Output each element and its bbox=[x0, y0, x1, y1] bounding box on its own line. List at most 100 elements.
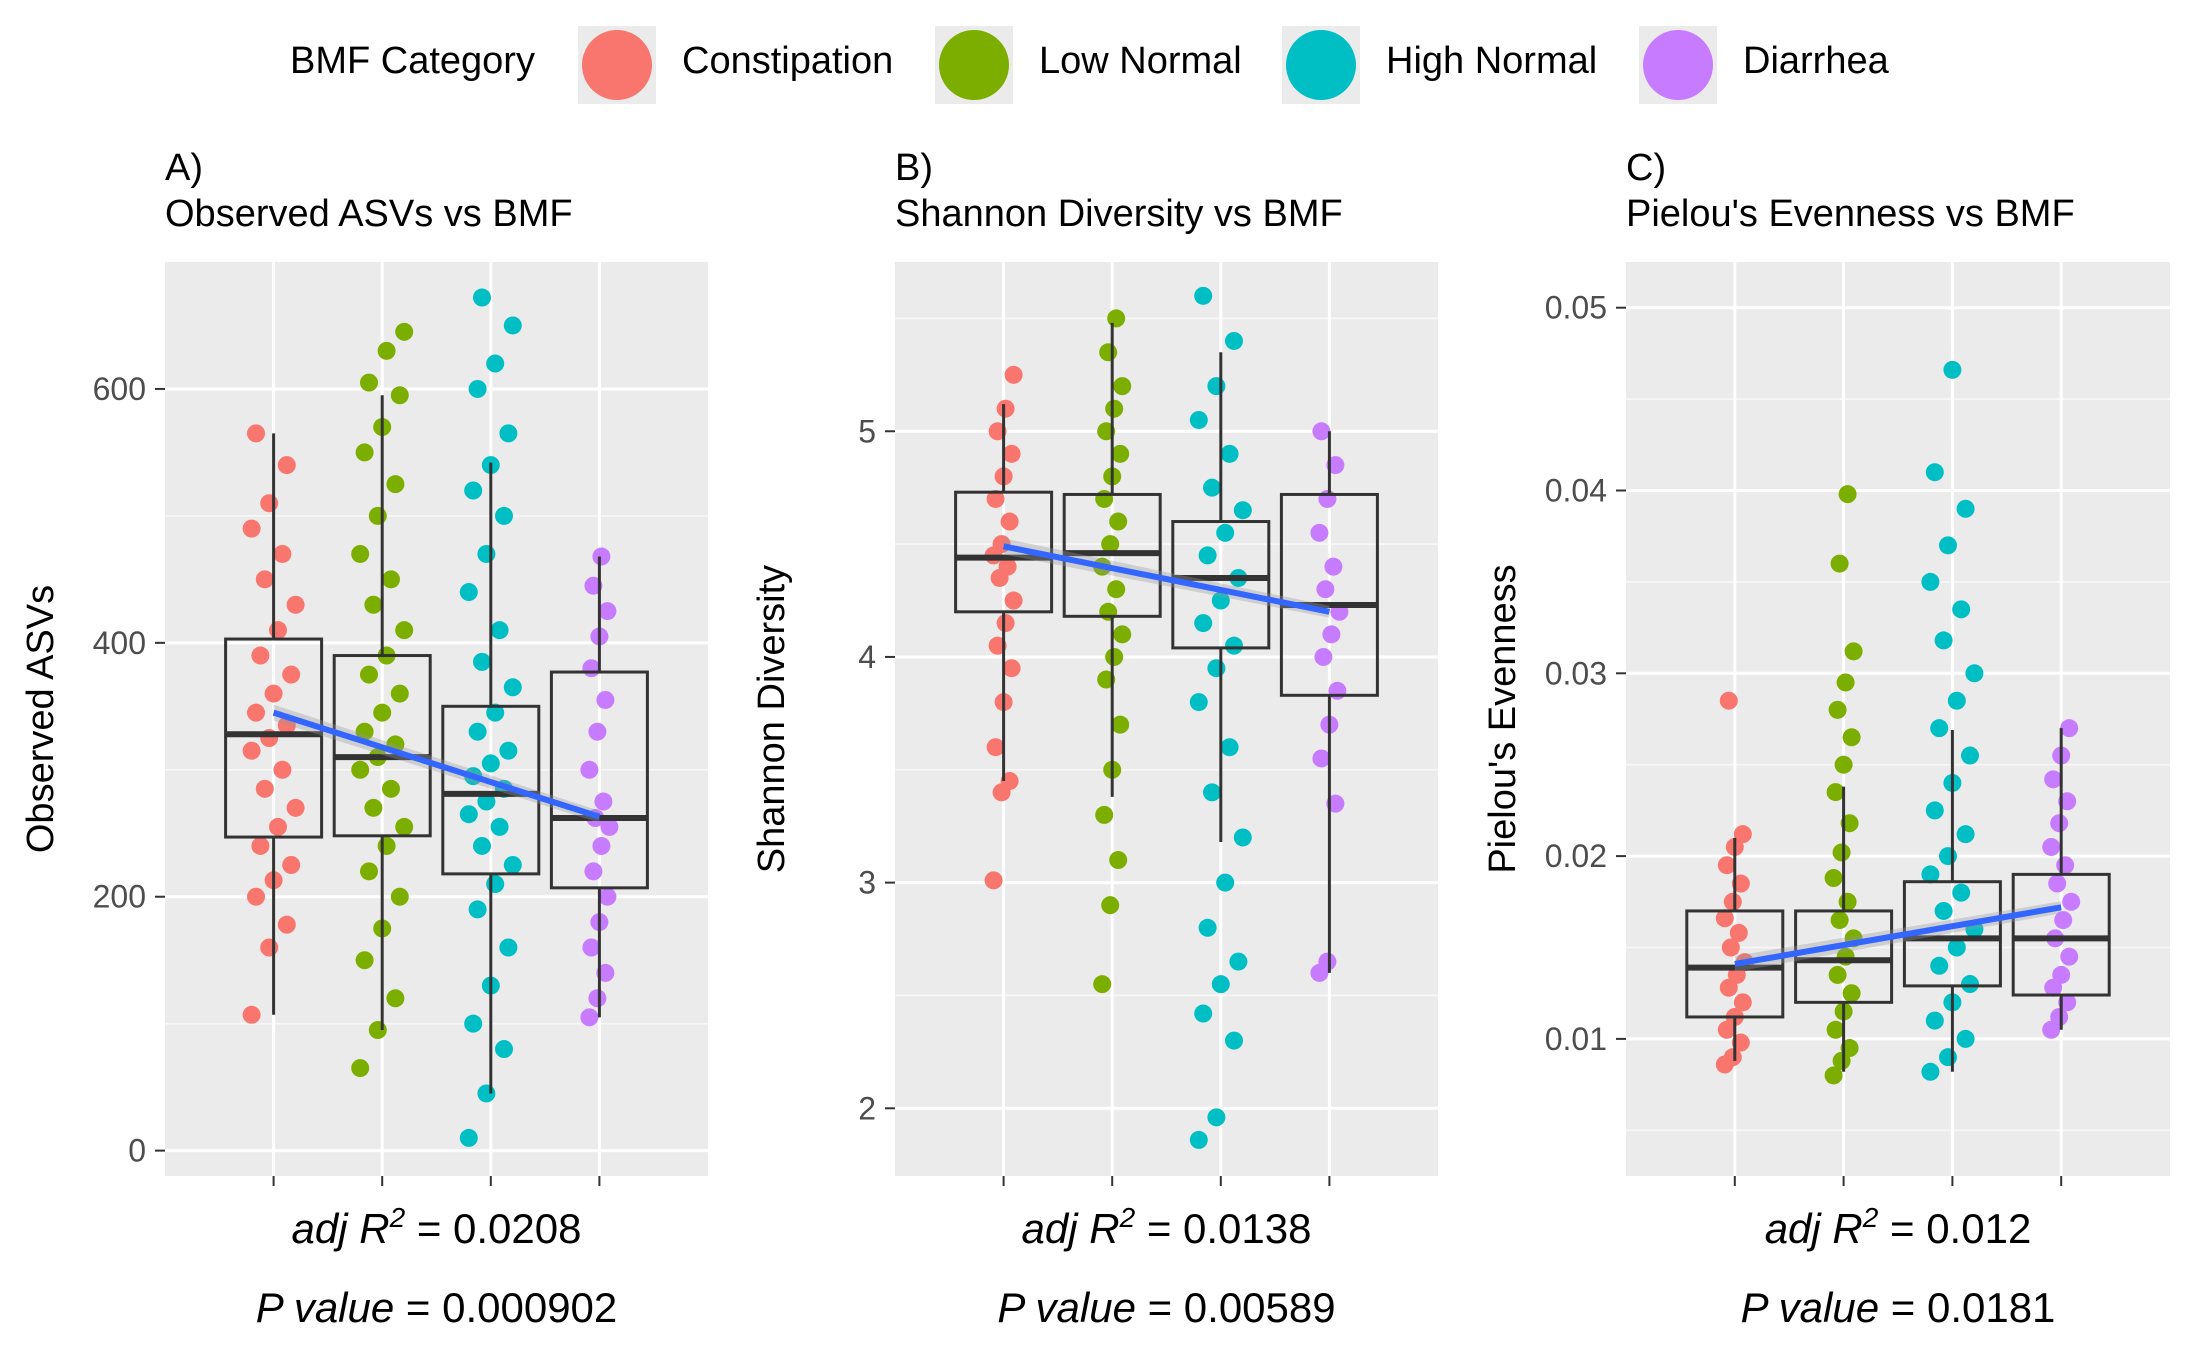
data-point bbox=[1828, 700, 1847, 719]
box bbox=[1171, 520, 1271, 650]
data-point bbox=[260, 494, 279, 513]
data-point bbox=[1189, 693, 1208, 712]
data-point bbox=[1099, 602, 1118, 621]
box bbox=[1685, 909, 1785, 1019]
data-point bbox=[1925, 801, 1944, 820]
y-tick-label: 0.03 bbox=[1545, 655, 1607, 691]
data-point bbox=[996, 399, 1015, 418]
legend-key-diarrhea bbox=[1639, 26, 1717, 104]
data-point bbox=[1322, 625, 1341, 644]
data-point bbox=[1229, 952, 1248, 971]
data-point bbox=[390, 887, 409, 906]
data-point bbox=[1826, 783, 1845, 802]
legend-key-constipation bbox=[578, 26, 656, 104]
data-point bbox=[459, 805, 478, 824]
data-point bbox=[1328, 681, 1347, 700]
data-point bbox=[282, 665, 301, 684]
data-point bbox=[382, 570, 400, 589]
data-point bbox=[1225, 636, 1243, 655]
data-point bbox=[1220, 444, 1239, 463]
data-point bbox=[1002, 659, 1021, 678]
data-point bbox=[286, 595, 305, 614]
y-tick-label: 600 bbox=[93, 371, 146, 407]
panel-tag: A) bbox=[165, 147, 203, 189]
data-point bbox=[1832, 843, 1851, 862]
data-point bbox=[1211, 975, 1230, 994]
panel-background bbox=[1626, 262, 2170, 1176]
data-point bbox=[598, 602, 617, 621]
legend-label-low-normal: Low Normal bbox=[1039, 40, 1242, 82]
data-point bbox=[1318, 489, 1337, 508]
data-point bbox=[242, 519, 261, 538]
panel-tag: B) bbox=[895, 147, 933, 189]
y-tick-label: 200 bbox=[93, 879, 146, 915]
data-point bbox=[355, 951, 374, 970]
data-point bbox=[1111, 444, 1130, 463]
data-point bbox=[1203, 783, 1221, 802]
data-point bbox=[473, 652, 491, 671]
p-value-caption: P value = 0.00589 bbox=[997, 1284, 1335, 1331]
data-point bbox=[1838, 485, 1857, 504]
data-point bbox=[986, 489, 1005, 508]
data-point bbox=[1925, 463, 1944, 482]
data-point bbox=[1194, 286, 1213, 305]
box bbox=[954, 490, 1054, 614]
box bbox=[332, 654, 432, 838]
data-point bbox=[355, 722, 374, 741]
data-point bbox=[1312, 749, 1331, 768]
y-tick-label: 0.01 bbox=[1545, 1021, 1607, 1057]
legend-label-diarrhea: Diarrhea bbox=[1743, 40, 1889, 82]
data-point bbox=[2044, 978, 2063, 997]
data-point bbox=[351, 760, 370, 779]
data-point bbox=[395, 621, 414, 640]
box bbox=[549, 670, 649, 890]
data-point bbox=[1836, 673, 1855, 692]
data-point bbox=[1939, 1048, 1957, 1067]
data-point bbox=[486, 354, 505, 373]
data-point bbox=[1832, 1051, 1851, 1070]
data-point bbox=[598, 887, 617, 906]
y-tick-label: 0.05 bbox=[1545, 290, 1607, 326]
data-point bbox=[368, 1021, 387, 1040]
data-point bbox=[996, 614, 1015, 633]
data-point bbox=[1943, 360, 1962, 379]
y-axis-label: Observed ASVs bbox=[20, 585, 62, 853]
data-point bbox=[1216, 523, 1235, 542]
data-point bbox=[1828, 965, 1847, 984]
data-point bbox=[273, 544, 292, 563]
data-point bbox=[464, 1014, 483, 1033]
data-point bbox=[386, 475, 405, 494]
data-point bbox=[355, 443, 374, 462]
legend-dot-constipation bbox=[582, 30, 652, 100]
adj-r2-caption: adj R2 = 0.0208 bbox=[292, 1202, 582, 1252]
data-point bbox=[1000, 512, 1019, 531]
data-point bbox=[277, 456, 296, 475]
box bbox=[1794, 909, 1894, 1004]
data-point bbox=[594, 792, 613, 811]
data-point bbox=[1198, 546, 1217, 565]
data-point bbox=[368, 506, 387, 525]
data-point bbox=[468, 722, 487, 741]
data-point bbox=[1194, 614, 1213, 633]
trend-line bbox=[1003, 543, 1330, 615]
panel-background bbox=[165, 262, 708, 1176]
data-point bbox=[1719, 978, 1738, 997]
data-point bbox=[1733, 993, 1752, 1012]
data-point bbox=[377, 836, 396, 855]
data-point bbox=[1004, 591, 1023, 610]
data-point bbox=[473, 836, 491, 855]
data-point bbox=[468, 900, 487, 919]
p-value-caption: P value = 0.000902 bbox=[256, 1284, 618, 1331]
p-value-caption: P value = 0.0181 bbox=[1741, 1284, 2056, 1331]
data-point bbox=[1729, 923, 1748, 942]
data-point bbox=[1956, 499, 1975, 518]
data-point bbox=[499, 741, 518, 760]
trend-line bbox=[1734, 904, 2062, 967]
data-point bbox=[1101, 896, 1120, 915]
data-point bbox=[1834, 755, 1853, 774]
data-point bbox=[395, 322, 414, 341]
data-point bbox=[269, 817, 287, 836]
data-point bbox=[1952, 600, 1971, 619]
data-point bbox=[1717, 1020, 1736, 1039]
data-point bbox=[364, 798, 383, 817]
